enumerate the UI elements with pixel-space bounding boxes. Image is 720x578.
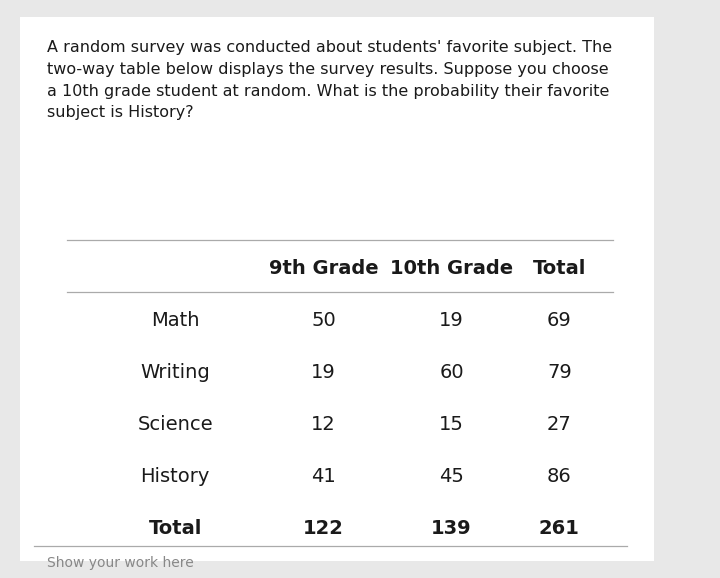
- Text: 69: 69: [547, 312, 572, 330]
- Text: Math: Math: [151, 312, 199, 330]
- Text: Show your work here: Show your work here: [48, 556, 194, 570]
- Text: History: History: [140, 468, 210, 486]
- Text: 10th Grade: 10th Grade: [390, 260, 513, 278]
- Text: Science: Science: [138, 416, 213, 434]
- Text: 12: 12: [311, 416, 336, 434]
- Text: 19: 19: [311, 364, 336, 382]
- Text: 50: 50: [311, 312, 336, 330]
- Text: 15: 15: [439, 416, 464, 434]
- Text: 27: 27: [547, 416, 572, 434]
- Text: 79: 79: [547, 364, 572, 382]
- Text: A random survey was conducted about students' favorite subject. The
two-way tabl: A random survey was conducted about stud…: [48, 40, 612, 120]
- Text: 60: 60: [439, 364, 464, 382]
- Text: Writing: Writing: [140, 364, 210, 382]
- Text: 261: 261: [539, 520, 580, 538]
- Text: 9th Grade: 9th Grade: [269, 260, 378, 278]
- Text: 122: 122: [303, 520, 344, 538]
- Text: 86: 86: [547, 468, 572, 486]
- Text: Total: Total: [148, 520, 202, 538]
- Text: 19: 19: [439, 312, 464, 330]
- FancyBboxPatch shape: [20, 17, 654, 561]
- Text: 139: 139: [431, 520, 472, 538]
- Text: Total: Total: [533, 260, 586, 278]
- Text: 45: 45: [439, 468, 464, 486]
- Text: 41: 41: [311, 468, 336, 486]
